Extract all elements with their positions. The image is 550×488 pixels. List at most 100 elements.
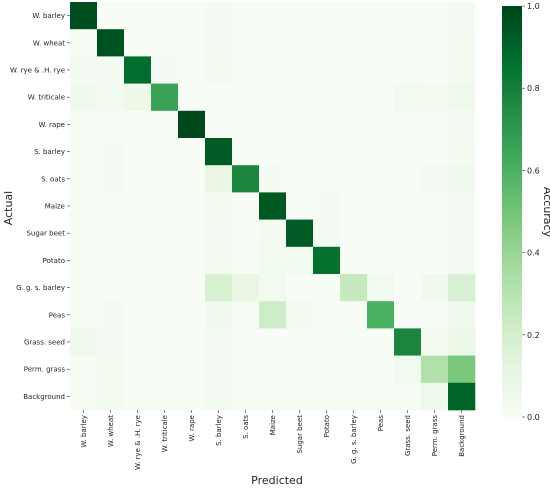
heatmap-cell bbox=[97, 192, 125, 220]
heatmap-cell bbox=[124, 301, 152, 329]
heatmap-cell bbox=[286, 192, 314, 220]
heatmap-cell bbox=[313, 274, 341, 302]
heatmap-cell bbox=[421, 165, 449, 193]
heatmap-cell bbox=[178, 219, 206, 248]
row-tick-label: Sugar beet bbox=[26, 230, 65, 238]
heatmap-cell bbox=[286, 138, 314, 166]
heatmap-cell bbox=[151, 56, 179, 84]
heatmap-cell bbox=[448, 165, 476, 193]
heatmap-cell bbox=[97, 274, 125, 302]
row-tick-label: W. wheat bbox=[33, 39, 65, 47]
heatmap-cell bbox=[421, 328, 449, 356]
heatmap-cell bbox=[178, 83, 206, 112]
heatmap-cell bbox=[70, 382, 98, 411]
heatmap-cell bbox=[97, 138, 125, 166]
heatmap-cell bbox=[340, 56, 368, 84]
row-tick-label: W. barley bbox=[32, 12, 65, 20]
heatmap-cell bbox=[394, 246, 422, 275]
heatmap-cell bbox=[97, 382, 125, 411]
heatmap-cell bbox=[367, 355, 395, 384]
row-tick-label: Maize bbox=[45, 203, 65, 211]
heatmap-cell bbox=[97, 110, 125, 139]
column-tick-label: Maize bbox=[269, 415, 277, 435]
heatmap-cell bbox=[205, 328, 233, 356]
colorbar-tick-label: 0.0 bbox=[527, 413, 540, 422]
heatmap-cell bbox=[70, 301, 98, 329]
heatmap-cell bbox=[205, 246, 233, 275]
heatmap-cell bbox=[286, 2, 314, 30]
heatmap-cell bbox=[394, 301, 422, 329]
heatmap-cell bbox=[421, 56, 449, 84]
heatmap-cell bbox=[340, 2, 368, 30]
heatmap-cell bbox=[394, 29, 422, 57]
row-tick-label: W. triticale bbox=[28, 94, 65, 102]
heatmap-cell bbox=[97, 2, 125, 30]
heatmap-cell bbox=[70, 219, 98, 248]
heatmap-cell bbox=[259, 83, 287, 112]
heatmap-cell bbox=[313, 2, 341, 30]
heatmap-cell bbox=[448, 29, 476, 57]
heatmap-cell bbox=[313, 219, 341, 248]
heatmap-cell bbox=[259, 328, 287, 356]
heatmap-cell bbox=[340, 219, 368, 248]
row-tick-label: Background bbox=[23, 393, 65, 401]
column-tick-label: Perm. grass bbox=[431, 415, 439, 457]
heatmap-cell bbox=[421, 301, 449, 329]
heatmap-cell bbox=[97, 165, 125, 193]
heatmap-cell bbox=[178, 301, 206, 329]
heatmap-cell bbox=[178, 246, 206, 275]
heatmap-cell bbox=[259, 301, 287, 329]
row-tick-label: Potato bbox=[43, 257, 65, 265]
heatmap-cell bbox=[313, 83, 341, 112]
heatmap-cell bbox=[178, 328, 206, 356]
heatmap-cell bbox=[286, 382, 314, 411]
heatmap-cell bbox=[151, 192, 179, 220]
heatmap-cell bbox=[448, 192, 476, 220]
heatmap-cell bbox=[394, 328, 422, 356]
heatmap-cell bbox=[394, 274, 422, 302]
heatmap-cell bbox=[178, 274, 206, 302]
column-tick-label: W. rye & .H. rye bbox=[134, 415, 142, 470]
heatmap-cell bbox=[124, 110, 152, 139]
heatmap-cell bbox=[232, 301, 260, 329]
heatmap-cell bbox=[205, 192, 233, 220]
heatmap-cell bbox=[70, 56, 98, 84]
heatmap-cell bbox=[151, 382, 179, 411]
row-tick-label: W. rape bbox=[39, 121, 66, 129]
heatmap-cell bbox=[448, 301, 476, 329]
heatmap-cell bbox=[421, 192, 449, 220]
heatmap-cell bbox=[151, 29, 179, 57]
heatmap-cell bbox=[340, 274, 368, 302]
heatmap-cell bbox=[124, 29, 152, 57]
heatmap-cell bbox=[259, 382, 287, 411]
heatmap-cell bbox=[421, 355, 449, 384]
heatmap-cell bbox=[151, 355, 179, 384]
heatmap-cell bbox=[421, 219, 449, 248]
heatmap-cell bbox=[367, 382, 395, 411]
heatmap-cell bbox=[313, 382, 341, 411]
column-tick-label: S. barley bbox=[215, 415, 223, 446]
heatmap-cell bbox=[448, 219, 476, 248]
row-tick-label: S. oats bbox=[41, 175, 65, 183]
column-tick-label: Grass. seed bbox=[404, 415, 412, 456]
heatmap-cell bbox=[70, 83, 98, 112]
column-tick-labels: W. barley W. wheat W. rye & .H. rye W. trit… bbox=[80, 410, 466, 470]
heatmap-cell bbox=[313, 355, 341, 384]
heatmap-cell bbox=[313, 246, 341, 275]
heatmap-cell bbox=[205, 355, 233, 384]
heatmap-cell bbox=[232, 246, 260, 275]
heatmap-cell bbox=[97, 56, 125, 84]
heatmap-cell bbox=[205, 2, 233, 30]
heatmap-cell bbox=[178, 56, 206, 84]
heatmap-cell bbox=[97, 355, 125, 384]
column-tick-label: W. triticale bbox=[161, 415, 169, 452]
heatmap-cell bbox=[205, 382, 233, 411]
heatmap-cell bbox=[286, 29, 314, 57]
heatmap-cell bbox=[421, 274, 449, 302]
heatmap-cell bbox=[340, 138, 368, 166]
column-tick-label: Background bbox=[458, 415, 466, 457]
heatmap-cell bbox=[205, 301, 233, 329]
heatmap-cell bbox=[151, 83, 179, 112]
heatmap-cell bbox=[70, 2, 98, 30]
heatmap-cell bbox=[178, 2, 206, 30]
